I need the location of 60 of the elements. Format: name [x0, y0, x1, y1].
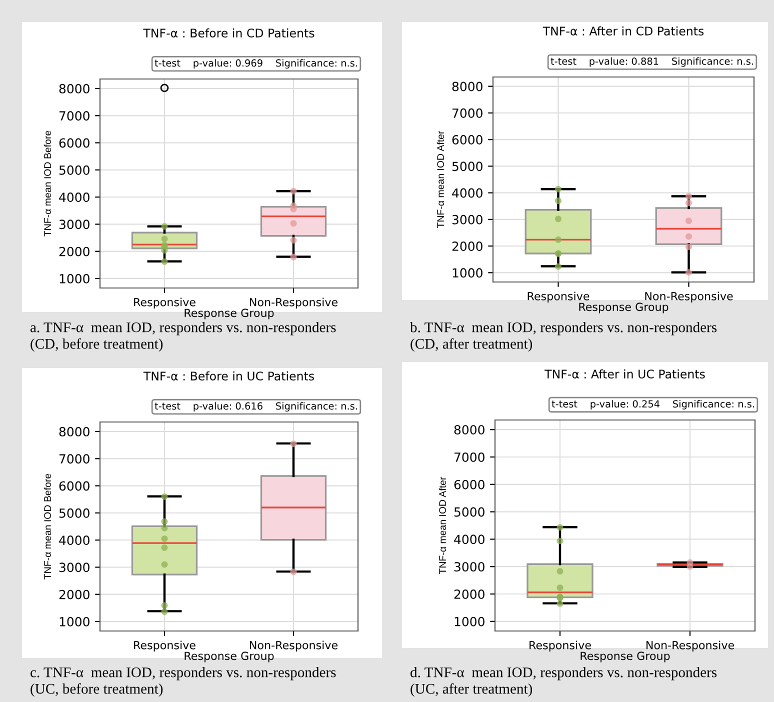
y-axis-title: TNF-α mean IOD After [438, 476, 446, 574]
y-tick-label: 5000 [59, 508, 90, 518]
y-tick-label: 4000 [454, 534, 484, 544]
y-tick-label: 6000 [454, 480, 484, 490]
x-tick-label: Responsive [530, 640, 591, 652]
y-tick-label: 8000 [59, 426, 90, 436]
x-tick-label: Responsive [134, 298, 196, 308]
y-tick-label: 5000 [454, 507, 484, 517]
y-tick-label: 2000 [452, 242, 482, 251]
y-tick-label: 5000 [452, 162, 482, 172]
y-tick-label: 7000 [454, 452, 484, 462]
y-tick-label: 3000 [59, 220, 90, 230]
x-tick-label: Non-Responsive [250, 298, 338, 308]
y-tick-label: 8000 [454, 425, 484, 435]
text: b. TNF-α mean IOD, responders vs. non-responders (CD, after treatment) [410, 322, 717, 352]
y-tick-label: 4000 [59, 536, 90, 545]
chart-title: TNF-α : Before in UC Patients [143, 371, 314, 380]
y-axis-title: TNF-α mean IOD Before [44, 130, 51, 236]
y-tick-label: 1000 [454, 616, 484, 626]
text: a. TNF-α mean IOD, responders vs. non-responders (CD, before treatment) [30, 322, 336, 352]
text: t-test p-value: 0.969 Significance: n.s. [154, 59, 357, 69]
y-tick-label: 8000 [59, 84, 90, 94]
y-tick-label: 1000 [452, 268, 482, 278]
x-axis-title: Response Group [579, 302, 668, 314]
y-axis-title: TNF-α mean IOD Before [44, 474, 51, 580]
y-tick-label: 1000 [60, 616, 90, 626]
y-tick-label: 7000 [59, 111, 90, 121]
y-tick-label: 2000 [59, 590, 90, 600]
chart-title: TNF-α : After in UC Patients [544, 369, 705, 378]
y-tick-label: 2000 [454, 589, 484, 599]
x-tick-label: Responsive [528, 292, 590, 302]
y-tick-label: 3000 [454, 562, 484, 572]
text: t-test p-value: 0.616 Significance: n.s. [154, 402, 357, 412]
text: c. TNF-α mean IOD, responders vs. non-responders (UC, before treatment) [30, 667, 336, 697]
chart-title: TNF-α : After in CD Patients [542, 26, 704, 36]
y-tick-label: 4000 [452, 188, 482, 198]
x-tick-label: Non-Responsive [645, 292, 733, 302]
x-tick-label: Responsive [134, 640, 196, 652]
chart-title: TNF-α : Before in CD Patients [143, 28, 314, 38]
x-tick-label: Non-Responsive [646, 640, 734, 652]
x-axis-title: Response Group [580, 652, 670, 662]
x-axis-title: Response Group [184, 308, 274, 320]
y-tick-label: 3000 [59, 562, 90, 572]
y-tick-label: 6000 [59, 481, 90, 491]
y-tick-label: 6000 [452, 135, 482, 144]
y-tick-label: 1000 [60, 274, 90, 284]
text: t-test p-value: 0.881 Significance: n.s. [550, 57, 753, 67]
y-tick-label: 7000 [452, 108, 482, 118]
x-tick-label: Non-Responsive [250, 640, 338, 652]
y-tick-label: 4000 [59, 192, 90, 202]
y-tick-label: 6000 [59, 138, 90, 148]
text: d. TNF-α mean IOD, responders vs. non-responders (UC, after treatment) [410, 667, 717, 697]
y-tick-label: 3000 [452, 214, 482, 224]
y-axis-title: TNF-α mean IOD After [436, 130, 444, 228]
y-tick-label: 7000 [59, 454, 90, 464]
y-tick-label: 8000 [452, 82, 482, 92]
text: t-test p-value: 0.254 Significance: n.s. [552, 400, 754, 410]
y-tick-label: 5000 [59, 165, 90, 175]
x-axis-title: Response Group [184, 652, 274, 662]
y-tick-label: 2000 [59, 246, 90, 256]
